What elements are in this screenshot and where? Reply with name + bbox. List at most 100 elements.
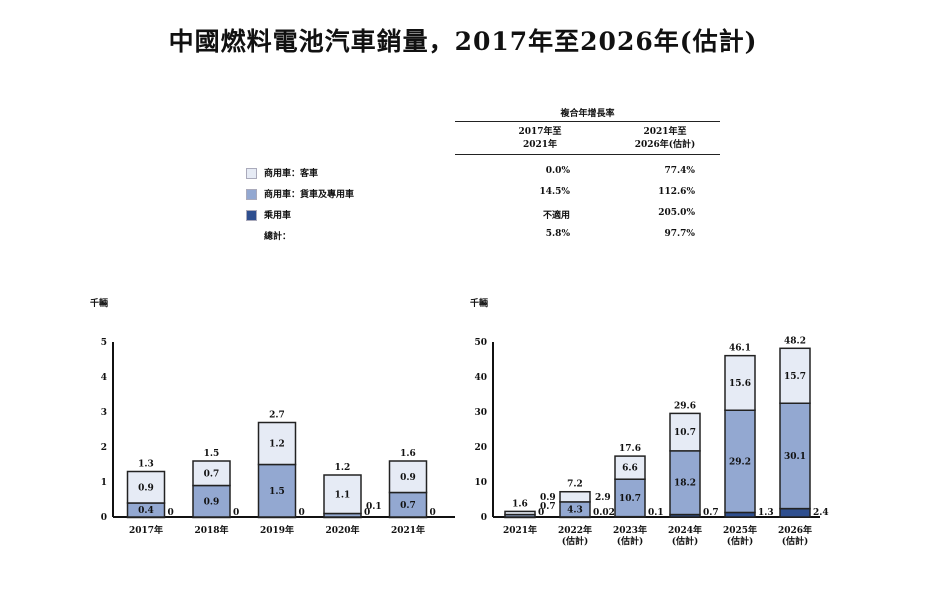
total-label: 1.5 — [204, 449, 220, 459]
data-label: 0.1 — [366, 502, 382, 512]
bar-segment — [323, 474, 362, 515]
bar-segment — [669, 412, 701, 452]
cagr-2017-2021: 5.8% — [545, 229, 570, 239]
cagr-2017-2021: 14.5% — [539, 187, 570, 197]
x-tick-label: 2018年 — [194, 524, 228, 536]
data-label: 0.9 — [540, 493, 556, 503]
y-tick-label: 0 — [481, 513, 487, 523]
x-tick-label: (估計) — [782, 535, 809, 547]
data-label: 0 — [430, 508, 436, 518]
legend-label: 總計： — [264, 232, 292, 242]
data-label: 0 — [168, 508, 174, 518]
data-label: 0.02 — [593, 508, 615, 518]
bar-segment — [388, 460, 428, 494]
total-label: 1.6 — [512, 499, 528, 509]
data-label: 10.7 — [674, 428, 696, 438]
x-tick-label: 2022年 — [558, 524, 592, 536]
bar-segment — [192, 460, 231, 487]
y-tick-label: 5 — [101, 338, 107, 348]
y-tick-label: 40 — [474, 373, 487, 383]
bar-segment — [614, 455, 646, 480]
data-label: 30.1 — [784, 452, 806, 462]
x-tick-label: 2017年 — [129, 524, 163, 536]
bar-segment — [779, 347, 811, 404]
y-tick-label: 20 — [474, 443, 487, 453]
data-label: 0.9 — [400, 473, 416, 483]
x-tick-label: 2021年 — [503, 524, 537, 536]
data-label: 0.9 — [138, 483, 154, 493]
x-tick-label: 2021年 — [391, 524, 425, 536]
x-tick-label: 2026年 — [778, 524, 812, 536]
bar-segment — [724, 409, 756, 514]
x-tick-label: (估計) — [672, 535, 699, 547]
data-label: 1.1 — [335, 490, 351, 500]
chart-title: 中國燃料電池汽車銷量，2017年至2026年(估計) — [168, 27, 758, 56]
bar-segment — [779, 507, 811, 518]
cagr-2017-2021: 不適用 — [542, 211, 570, 221]
x-tick-label: 2023年 — [613, 524, 647, 536]
y-tick-label: 30 — [474, 408, 487, 418]
data-label: 15.6 — [729, 379, 751, 389]
data-label: 6.6 — [622, 464, 638, 474]
bar-segment — [257, 463, 297, 518]
y-tick-label: 3 — [101, 408, 107, 418]
data-label: 0.7 — [703, 508, 719, 518]
data-label: 1.5 — [269, 487, 285, 497]
bar-segment — [614, 478, 646, 518]
bar-segment — [192, 484, 231, 518]
data-label: 15.7 — [784, 372, 806, 382]
data-label: 0.1 — [648, 508, 664, 518]
legend-row: 商用車：貨車及專用車 14.5% 112.6% — [240, 187, 720, 201]
y-tick-label: 50 — [474, 338, 487, 348]
bar-segment — [559, 490, 591, 503]
y-tick-label: 1 — [101, 478, 107, 488]
x-tick-label: (估計) — [562, 535, 589, 547]
x-tick-label: 2019年 — [260, 524, 294, 536]
data-label: 0.7 — [540, 502, 556, 512]
y-axis-label: 千輛 — [470, 297, 488, 309]
col-header-2: 2021年至 2026年(估計) — [634, 127, 696, 150]
cagr-header: 複合年增長率 — [560, 109, 615, 119]
legend-row: 乘用車 不適用 205.0% — [240, 208, 720, 222]
data-label: 0.7 — [400, 501, 416, 511]
legend-swatch — [246, 168, 257, 179]
data-label: 0 — [364, 508, 370, 518]
bar-segment — [669, 450, 701, 516]
legend-label: 商用車：客車 — [264, 169, 319, 179]
total-label: 17.6 — [619, 444, 641, 454]
legend-row: 總計： 5.8% 97.7% — [240, 229, 720, 243]
y-axis-label: 千輛 — [90, 297, 108, 309]
data-label: 0.7 — [204, 469, 220, 479]
y-tick-label: 2 — [101, 443, 107, 453]
legend-label: 乘用車 — [264, 211, 292, 221]
total-label: 29.6 — [674, 401, 696, 411]
data-label: 1.2 — [269, 440, 285, 450]
cagr-2017-2021: 0.0% — [545, 166, 570, 176]
data-label: 0 — [233, 508, 239, 518]
data-label: 18.2 — [674, 479, 696, 489]
divider — [455, 154, 720, 155]
total-label: 46.1 — [729, 344, 751, 354]
divider — [455, 121, 720, 122]
total-label: 48.2 — [784, 336, 806, 346]
data-label: 10.7 — [619, 494, 641, 504]
bar-segment — [126, 470, 166, 504]
data-label: 0.4 — [138, 506, 154, 516]
bar-segment — [724, 354, 756, 411]
total-label: 1.3 — [138, 460, 154, 470]
data-label: 4.3 — [567, 505, 583, 515]
x-tick-label: (估計) — [617, 535, 644, 547]
x-tick-label: 2024年 — [668, 524, 702, 536]
cagr-2021-2026: 97.7% — [664, 229, 695, 239]
total-label: 1.6 — [400, 449, 416, 459]
bar-segment — [504, 510, 536, 516]
data-label: 2.9 — [595, 493, 611, 503]
cagr-2021-2026: 77.4% — [664, 166, 695, 176]
y-tick-label: 0 — [101, 513, 107, 523]
y-tick-label: 10 — [474, 478, 487, 488]
x-tick-label: 2020年 — [325, 524, 359, 536]
x-tick-label: (估計) — [727, 535, 754, 547]
bar-segment — [257, 421, 297, 466]
col-header-1: 2017年至 2021年 — [518, 127, 562, 150]
